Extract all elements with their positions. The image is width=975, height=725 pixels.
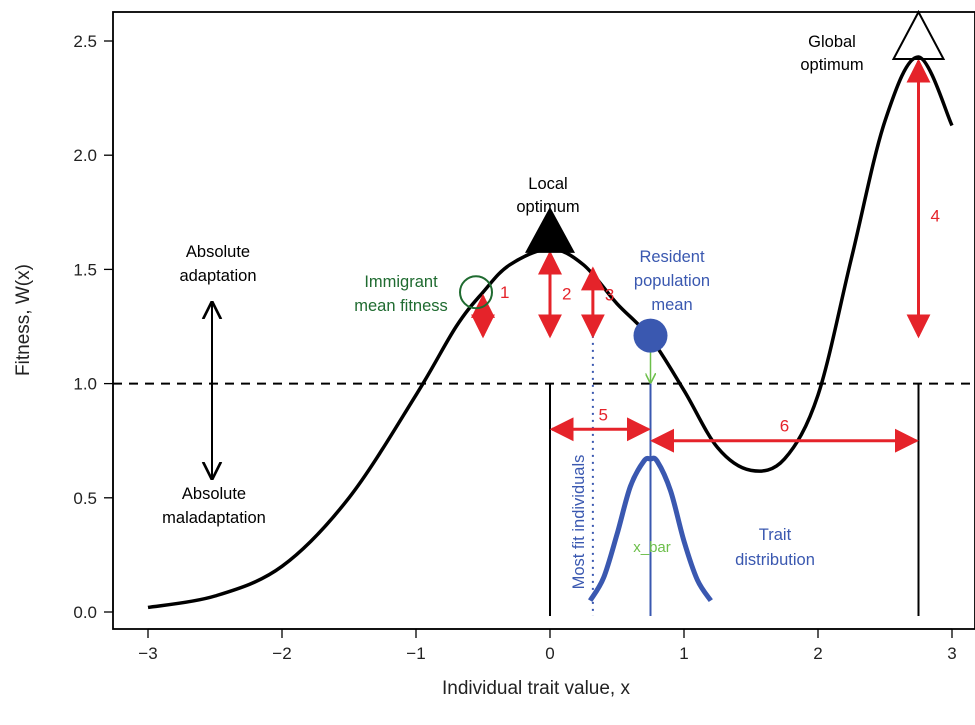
trait-distribution-label-1: Trait [759, 526, 792, 544]
global-optimum-label-1: Global [808, 33, 856, 51]
fitness-arrow-label-3: 3 [605, 286, 614, 305]
immigrant-label-1: Immigrant [364, 273, 438, 291]
x-tick-label: −3 [138, 644, 157, 663]
resident-label-1: Resident [639, 248, 705, 266]
x-tick-label: 2 [813, 644, 822, 663]
local-optimum-label-2: optimum [516, 198, 579, 216]
most-fit-label: Most fit individuals [570, 455, 588, 590]
y-axis-title: Fitness, W(x) [13, 264, 34, 376]
local-optimum-marker [525, 206, 575, 253]
y-tick-label: 0.0 [73, 603, 97, 622]
x-tick-label: 3 [947, 644, 956, 663]
x-tick-label: 0 [545, 644, 554, 663]
abs-maladaptation-label-2: maladaptation [162, 509, 266, 527]
x-axis-title: Individual trait value, x [442, 678, 630, 699]
abs-maladaptation-label-1: Absolute [182, 485, 246, 503]
resident-label-3: mean [651, 296, 692, 314]
trait-distribution-label-2: distribution [735, 551, 815, 569]
y-tick-label: 0.5 [73, 489, 97, 508]
distance-arrow-label-6: 6 [780, 417, 789, 436]
immigrant-mean-marker [459, 275, 493, 310]
x-axis: −3 −2 −1 0 1 2 3 [138, 628, 957, 663]
fitness-curve [147, 55, 954, 610]
resident-label-2: population [634, 272, 710, 290]
plot-frame [112, 11, 975, 630]
local-optimum-label-1: Local [528, 175, 567, 193]
plot-content: 1 2 3 4 5 6 [113, 9, 975, 616]
abs-adaptation-label-2: adaptation [179, 267, 256, 285]
annotations: Global optimum Local optimum Resident po… [162, 33, 863, 589]
trait-distribution-curve [588, 455, 713, 603]
x-bar-label: x_bar [633, 539, 671, 556]
immigrant-label-2: mean fitness [354, 297, 448, 315]
fitness-arrow-label-1: 1 [500, 283, 509, 302]
resident-mean-marker [633, 318, 668, 353]
x-tick-label: −1 [406, 644, 425, 663]
fitness-arrow-label-4: 4 [931, 207, 940, 226]
global-optimum-label-2: optimum [800, 56, 863, 74]
distance-arrow-label-5: 5 [599, 405, 608, 424]
y-tick-label: 1.5 [73, 260, 97, 279]
y-axis: 0.0 0.5 1.0 1.5 2.0 2.5 [73, 32, 114, 622]
fitness-arrow-label-2: 2 [562, 284, 571, 303]
x-tick-label: 1 [679, 644, 688, 663]
y-tick-label: 1.0 [73, 375, 97, 394]
y-tick-label: 2.0 [73, 146, 97, 165]
x-tick-label: −2 [272, 644, 291, 663]
global-optimum-marker [891, 9, 946, 60]
y-tick-label: 2.5 [73, 32, 97, 51]
abs-adaptation-label-1: Absolute [186, 243, 250, 261]
